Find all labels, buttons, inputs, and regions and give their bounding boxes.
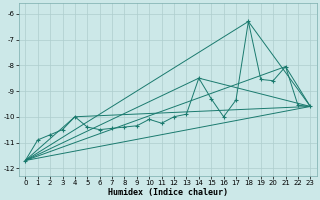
X-axis label: Humidex (Indice chaleur): Humidex (Indice chaleur) — [108, 188, 228, 197]
